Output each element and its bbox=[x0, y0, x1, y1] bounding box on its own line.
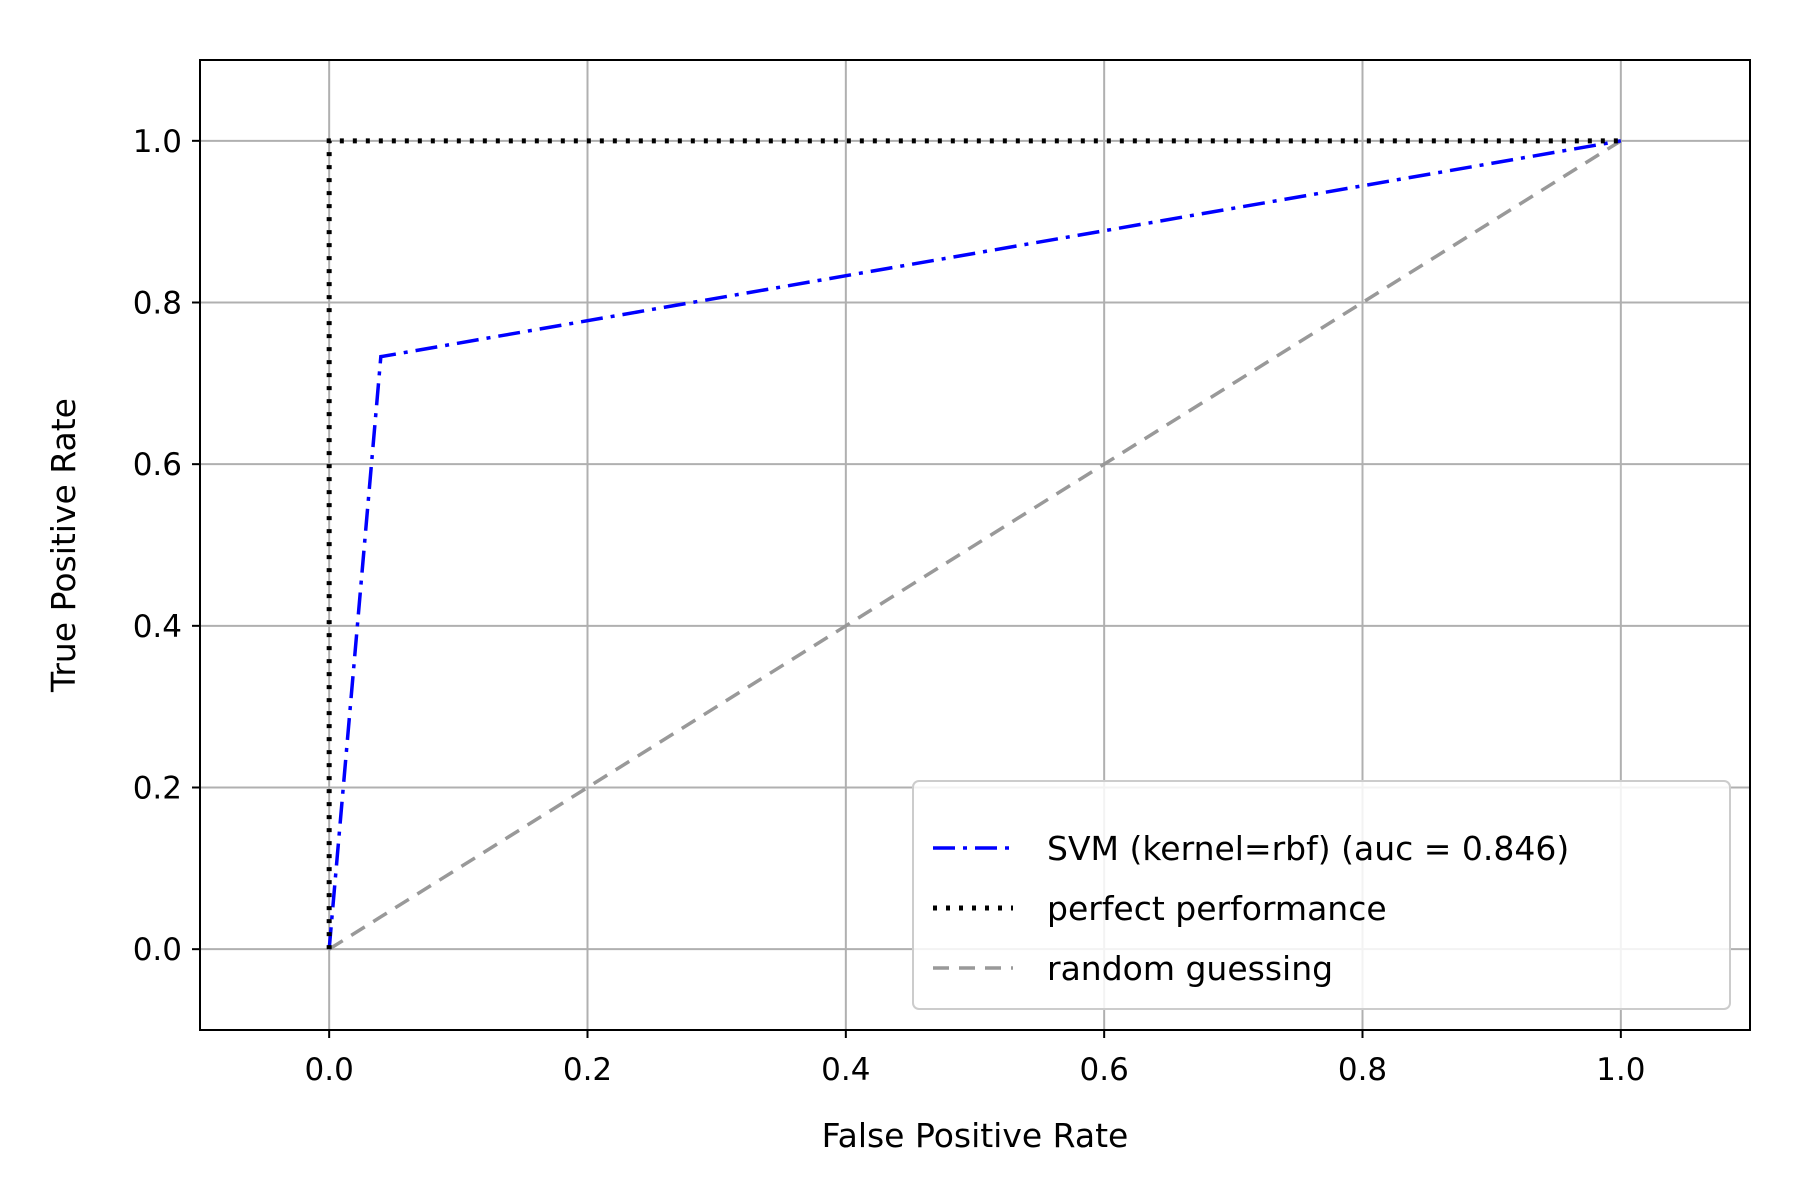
y-tick-label: 0.2 bbox=[133, 771, 182, 807]
x-tick-label: 0.2 bbox=[563, 1052, 612, 1088]
y-tick-label: 0.6 bbox=[133, 447, 182, 483]
legend-label-2: random guessing bbox=[1047, 949, 1333, 988]
y-tick-label: 0.0 bbox=[133, 932, 182, 968]
x-tick-label: 0.0 bbox=[305, 1052, 354, 1088]
x-tick-label: 1.0 bbox=[1596, 1052, 1645, 1088]
legend-label-0: SVM (kernel=rbf) (auc = 0.846) bbox=[1047, 829, 1569, 868]
x-tick-label: 0.6 bbox=[1080, 1052, 1129, 1088]
plot-frame bbox=[199, 59, 1751, 1031]
series-line-0 bbox=[327, 139, 1622, 950]
legend-box bbox=[912, 780, 1731, 1010]
series-lines bbox=[326, 138, 1622, 951]
ticks: 0.0 0.2 0.4 0.6 0.8 1.0 0.0 0.2 0.4 0.6 0.8 1.0 bbox=[133, 124, 1646, 1088]
series-line-2 bbox=[328, 139, 1622, 951]
y-tick-label: 1.0 bbox=[133, 124, 182, 160]
legend: SVM (kernel=rbf) (auc = 0.846) perfect pe… bbox=[912, 780, 1731, 1010]
x-tick-label: 0.4 bbox=[821, 1052, 870, 1088]
y-tick-label: 0.4 bbox=[133, 609, 182, 645]
series-line-1 bbox=[326, 138, 1621, 950]
y-axis-label: True Positive Rate bbox=[44, 398, 83, 693]
x-tick-label: 0.8 bbox=[1338, 1052, 1387, 1088]
x-axis-label: False Positive Rate bbox=[822, 1116, 1129, 1155]
legend-label-1: perfect performance bbox=[1047, 889, 1387, 928]
y-tick-label: 0.8 bbox=[133, 286, 182, 322]
